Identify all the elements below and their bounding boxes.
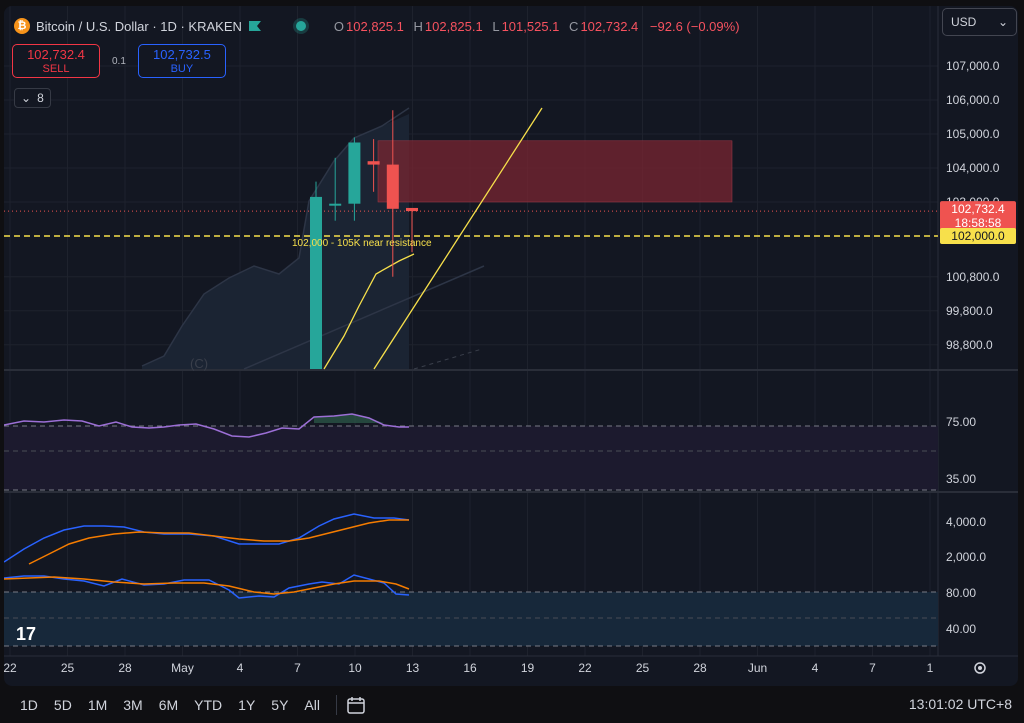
trade-buttons: 102,732.4 SELL 0.1 102,732.5 BUY <box>12 44 226 78</box>
open-value: 102,825.1 <box>346 18 404 34</box>
chevron-down-icon: ⌄ <box>997 15 1008 29</box>
time-axis-label: 7 <box>869 661 876 675</box>
bottom-toolbar: 1D 5D 1M 3M 6M YTD 1Y 5Y All 13:01:02 UT… <box>0 686 1024 723</box>
price-axis-label: 106,000.0 <box>946 93 1000 107</box>
resistance-zone[interactable] <box>377 140 733 203</box>
time-axis-label: May <box>171 661 194 675</box>
range-5y[interactable]: 5Y <box>271 696 289 713</box>
buy-price: 102,732.5 <box>152 47 211 62</box>
buy-label: BUY <box>170 63 194 75</box>
range-6m[interactable]: 6M <box>158 696 179 713</box>
price-axis-label: 98,800.0 <box>946 338 993 352</box>
time-axis-label: 28 <box>693 661 707 675</box>
candle-body[interactable] <box>386 164 399 209</box>
gear-icon[interactable] <box>974 662 986 674</box>
time-axis-label: 25 <box>636 661 650 675</box>
cloud-shade <box>142 114 409 369</box>
time-axis-label: 4 <box>237 661 244 675</box>
price-axis-label: 99,800.0 <box>946 304 993 318</box>
signal-line[interactable] <box>28 519 409 565</box>
range-3m[interactable]: 3M <box>123 696 143 713</box>
high-value: 102,825.1 <box>424 18 483 34</box>
time-axis-label: 7 <box>294 661 301 675</box>
price-axis-label: 105,000.0 <box>946 127 1000 141</box>
stoch-k-line[interactable] <box>4 574 410 599</box>
time-axis-label: 28 <box>118 661 132 675</box>
stoch-axis-label: 40.00 <box>946 622 976 636</box>
level-price-tag <box>940 228 1016 244</box>
stoch-axis-label: 80.00 <box>946 586 976 600</box>
rsi-pane[interactable]: 75.00 35.00 <box>4 413 976 491</box>
time-axis-label: 1 <box>927 661 934 675</box>
clock[interactable]: 13:01:02 UTC+8 <box>908 696 1012 712</box>
range-all[interactable]: All <box>304 696 320 713</box>
chevron-down-icon: ⌄ <box>21 91 32 105</box>
candle-body[interactable] <box>348 142 361 204</box>
wave-label: (C) <box>190 356 208 371</box>
calendar-icon[interactable] <box>345 694 367 716</box>
currency-select[interactable]: USD ⌄ <box>942 8 1017 36</box>
buy-button[interactable]: 102,732.5 BUY <box>137 44 226 78</box>
toolbar-divider <box>335 694 337 715</box>
stoch-d-line[interactable] <box>4 576 410 595</box>
candle-body[interactable] <box>406 207 418 212</box>
indicator-count: 8 <box>37 91 44 105</box>
last-price-tag <box>940 201 1016 232</box>
time-axis-label: 19 <box>521 661 535 675</box>
sell-button[interactable]: 102,732.4 SELL <box>12 44 100 78</box>
price-axis-label: 107,000.0 <box>946 59 1000 73</box>
rsi-line[interactable] <box>4 413 409 438</box>
macd-line[interactable] <box>4 513 410 563</box>
time-axis-label: 10 <box>348 661 362 675</box>
ohlc-values: O 102,825.1 H 102,825.1 L 101,525.1 C 102,73… <box>333 18 740 34</box>
rsi-axis-label: 75.00 <box>946 415 976 429</box>
chart-canvas[interactable]: (C) 102,000 - 105K near resistance 107,0… <box>4 6 1018 686</box>
indicators-collapse-button[interactable]: ⌄ 8 <box>14 88 51 108</box>
range-1y[interactable]: 1Y <box>238 696 256 713</box>
bitcoin-logo-icon: ₿ <box>14 18 30 34</box>
trend-line-steep[interactable] <box>373 107 543 370</box>
macd-axis-label: 2,000.0 <box>946 550 986 564</box>
annotation-text[interactable]: 102,000 - 105K near resistance <box>292 238 432 249</box>
flag-icon[interactable] <box>248 20 262 32</box>
range-1d[interactable]: 1D <box>20 696 38 713</box>
symbol-title[interactable]: Bitcoin / U.S. Dollar · 1D · KRAKEN <box>36 18 242 34</box>
low-value: 101,525.1 <box>501 18 560 34</box>
currency-label: USD <box>951 15 977 29</box>
time-axis[interactable]: 22 25 28 May 4 7 10 13 16 19 22 25 28 Jun 4 7 1 <box>4 661 934 675</box>
rsi-axis-label: 35.00 <box>946 472 976 486</box>
time-axis-label: 16 <box>463 661 477 675</box>
tradingview-logo[interactable]: 17 <box>16 624 36 644</box>
spread-value: 0.1 <box>112 55 126 67</box>
candle-countdown: 18:58:58 <box>955 216 1002 230</box>
range-5d[interactable]: 5D <box>53 696 72 713</box>
chart-area[interactable]: (C) 102,000 - 105K near resistance 107,0… <box>4 6 1018 686</box>
time-axis-label: 4 <box>812 661 819 675</box>
time-axis-label: 22 <box>4 661 17 675</box>
price-axis-label: 104,000.0 <box>946 161 1000 175</box>
sell-label: SELL <box>42 63 70 75</box>
candle-body[interactable] <box>329 203 342 206</box>
time-axis-label: 22 <box>578 661 592 675</box>
time-axis-label: Jun <box>748 661 767 675</box>
range-1m[interactable]: 1M <box>87 696 108 713</box>
sell-price: 102,732.4 <box>27 47 85 62</box>
candles[interactable] <box>310 110 418 369</box>
time-axis-label: 25 <box>61 661 75 675</box>
range-ytd[interactable]: YTD <box>194 696 223 713</box>
time-axis-label: 13 <box>406 661 420 675</box>
last-price-value: 102,732.4 <box>951 202 1005 216</box>
close-value: 102,732.4 <box>580 18 639 34</box>
macd-axis-label: 4,000.0 <box>946 515 986 529</box>
price-axis-label: 100,800.0 <box>946 270 1000 284</box>
macd-pane[interactable]: 4,000.0 2,000.0 80.00 40.00 <box>4 513 986 647</box>
change-value: −92.6 (−0.09%) <box>649 18 740 34</box>
level-price-value: 102,000.0 <box>951 229 1005 243</box>
trend-line-curve[interactable] <box>323 253 415 370</box>
candle-body[interactable] <box>310 196 322 369</box>
market-status-icon <box>295 21 306 31</box>
candle-body[interactable] <box>367 161 380 165</box>
